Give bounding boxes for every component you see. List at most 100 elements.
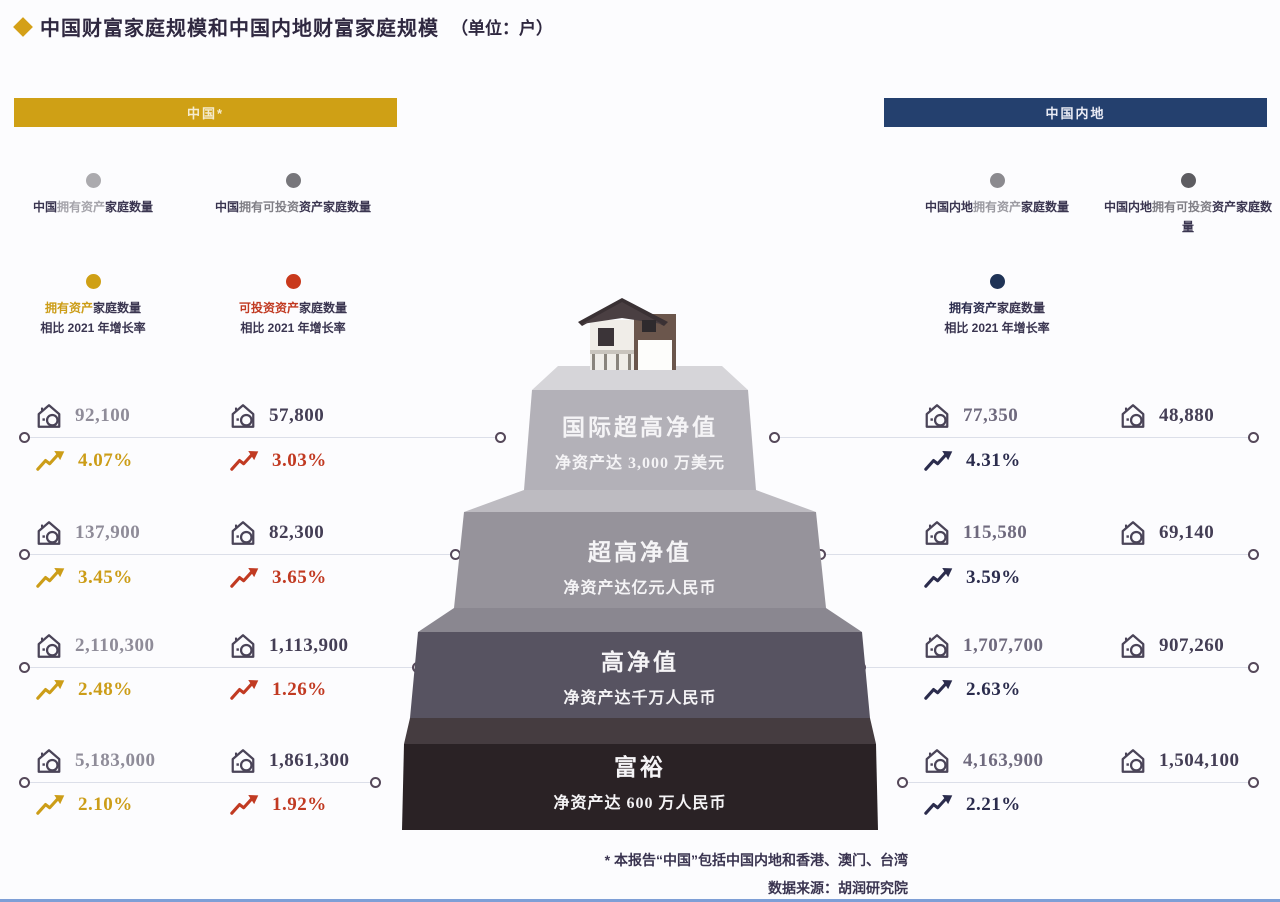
- page-title: 中国财富家庭规模和中国内地财富家庭规模: [40, 18, 439, 40]
- legend-dot: [989, 274, 1005, 289]
- legend-china-total-assets: 中国拥有资产家庭数量: [8, 173, 178, 217]
- house-icon: [34, 519, 64, 547]
- trend-up-icon: [924, 793, 955, 817]
- china-investable-growth-row2: 3.65%: [230, 566, 327, 590]
- footnote-source: 数据来源：胡润研究院: [768, 880, 908, 896]
- legend-label: 可投资资产家庭数量 相比 2021 年增长率: [238, 301, 348, 335]
- value: 48,880: [1159, 405, 1215, 426]
- legend-label: 中国拥有资产家庭数量: [32, 200, 154, 214]
- house-illustration: [578, 298, 676, 370]
- mainland-investable-value-row1: 48,880: [1118, 402, 1214, 430]
- trend-up-icon: [36, 793, 67, 817]
- china-total-growth-row1: 4.07%: [36, 449, 133, 473]
- legend-china-investable-growth: 可投资资产家庭数量 相比 2021 年增长率: [208, 274, 378, 338]
- house-icon: [1118, 747, 1148, 775]
- mainland-growth-row1: 4.31%: [924, 449, 1021, 473]
- page-title-unit: （单位：户）: [451, 19, 553, 38]
- china-total-value-row4: 5,183,000: [34, 747, 156, 775]
- value: 1,504,100: [1159, 750, 1240, 771]
- house-icon: [1118, 632, 1148, 660]
- china-header-bar: 中国*: [14, 98, 397, 127]
- growth: 3.59%: [966, 567, 1021, 588]
- value: 1,707,700: [963, 635, 1044, 656]
- tier4-label: 富裕 净资产达 600 万人民币: [400, 748, 880, 813]
- growth: 3.45%: [78, 567, 133, 588]
- china-total-growth-row4: 2.10%: [36, 793, 133, 817]
- growth: 2.21%: [966, 794, 1021, 815]
- house-icon: [228, 747, 258, 775]
- legend-dot: [1180, 173, 1196, 188]
- mainland-growth-row3: 2.63%: [924, 678, 1021, 702]
- value: 907,260: [1159, 635, 1225, 656]
- value: 1,861,300: [269, 750, 350, 771]
- growth: 1.26%: [272, 679, 327, 700]
- tier4-desc: 净资产达 600 万人民币: [553, 795, 727, 812]
- legend-dot: [285, 173, 301, 188]
- mainland-total-value-row4: 4,163,900: [922, 747, 1044, 775]
- china-investable-growth-row3: 1.26%: [230, 678, 327, 702]
- tier1-desc: 净资产达 3,000 万美元: [554, 455, 725, 472]
- legend-mainland-total-assets: 中国内地拥有资产家庭数量: [912, 173, 1082, 217]
- house-icon: [922, 747, 952, 775]
- house-icon: [922, 632, 952, 660]
- house-icon: [34, 747, 64, 775]
- mainland-header-bar: 中国内地: [884, 98, 1267, 127]
- connector-line: [897, 777, 1259, 788]
- house-icon: [922, 519, 952, 547]
- value: 82,300: [269, 522, 325, 543]
- china-total-value-row2: 137,900: [34, 519, 140, 547]
- mainland-growth-row2: 3.59%: [924, 566, 1021, 590]
- tier2-label: 超高净值 净资产达亿元人民币: [400, 533, 880, 598]
- china-header-label: 中国*: [186, 106, 225, 121]
- mainland-investable-value-row3: 907,260: [1118, 632, 1224, 660]
- growth: 1.92%: [272, 794, 327, 815]
- trend-up-icon: [230, 449, 261, 473]
- connector-line: [769, 432, 1259, 443]
- trend-up-icon: [230, 793, 261, 817]
- tier1-label: 国际超高净值 净资产达 3,000 万美元: [400, 408, 880, 473]
- trend-up-icon: [36, 449, 67, 473]
- growth: 4.07%: [78, 450, 133, 471]
- china-investable-value-row1: 57,800: [228, 402, 324, 430]
- china-investable-value-row4: 1,861,300: [228, 747, 350, 775]
- value: 57,800: [269, 405, 325, 426]
- value: 4,163,900: [963, 750, 1044, 771]
- legend-dot: [85, 173, 101, 188]
- china-total-value-row3: 2,110,300: [34, 632, 154, 660]
- mainland-investable-value-row2: 69,140: [1118, 519, 1214, 547]
- tier3-desc: 净资产达千万人民币: [563, 690, 717, 707]
- growth: 2.48%: [78, 679, 133, 700]
- growth: 3.65%: [272, 567, 327, 588]
- value: 77,350: [963, 405, 1019, 426]
- trend-up-icon: [230, 678, 261, 702]
- house-icon: [1118, 519, 1148, 547]
- value: 69,140: [1159, 522, 1215, 543]
- page-title-row: 中国财富家庭规模和中国内地财富家庭规模 （单位：户）: [13, 12, 553, 41]
- legend-mainland-investable-assets: 中国内地拥有可投资资产家庭数量: [1103, 173, 1273, 237]
- trend-up-icon: [36, 678, 67, 702]
- china-investable-value-row2: 82,300: [228, 519, 324, 547]
- legend-label: 中国拥有可投资资产家庭数量: [214, 200, 372, 214]
- trend-up-icon: [924, 566, 955, 590]
- value: 115,580: [963, 522, 1028, 543]
- value: 5,183,000: [75, 750, 156, 771]
- value: 2,110,300: [75, 635, 155, 656]
- mainland-header-label: 中国内地: [1045, 106, 1106, 121]
- connector-line: [19, 549, 461, 560]
- value: 137,900: [75, 522, 141, 543]
- house-icon: [34, 402, 64, 430]
- legend-label: 中国内地拥有资产家庭数量: [924, 200, 1070, 214]
- tier1-front-face: [524, 390, 756, 490]
- china-total-growth-row2: 3.45%: [36, 566, 133, 590]
- china-investable-value-row3: 1,113,900: [228, 632, 348, 660]
- growth: 2.10%: [78, 794, 133, 815]
- house-icon: [228, 402, 258, 430]
- house-icon: [228, 519, 258, 547]
- mainland-total-value-row1: 77,350: [922, 402, 1018, 430]
- china-total-value-row1: 92,100: [34, 402, 130, 430]
- bottom-rule: [0, 899, 1280, 902]
- connector-line: [19, 432, 506, 443]
- tier3-front-face: [410, 632, 870, 718]
